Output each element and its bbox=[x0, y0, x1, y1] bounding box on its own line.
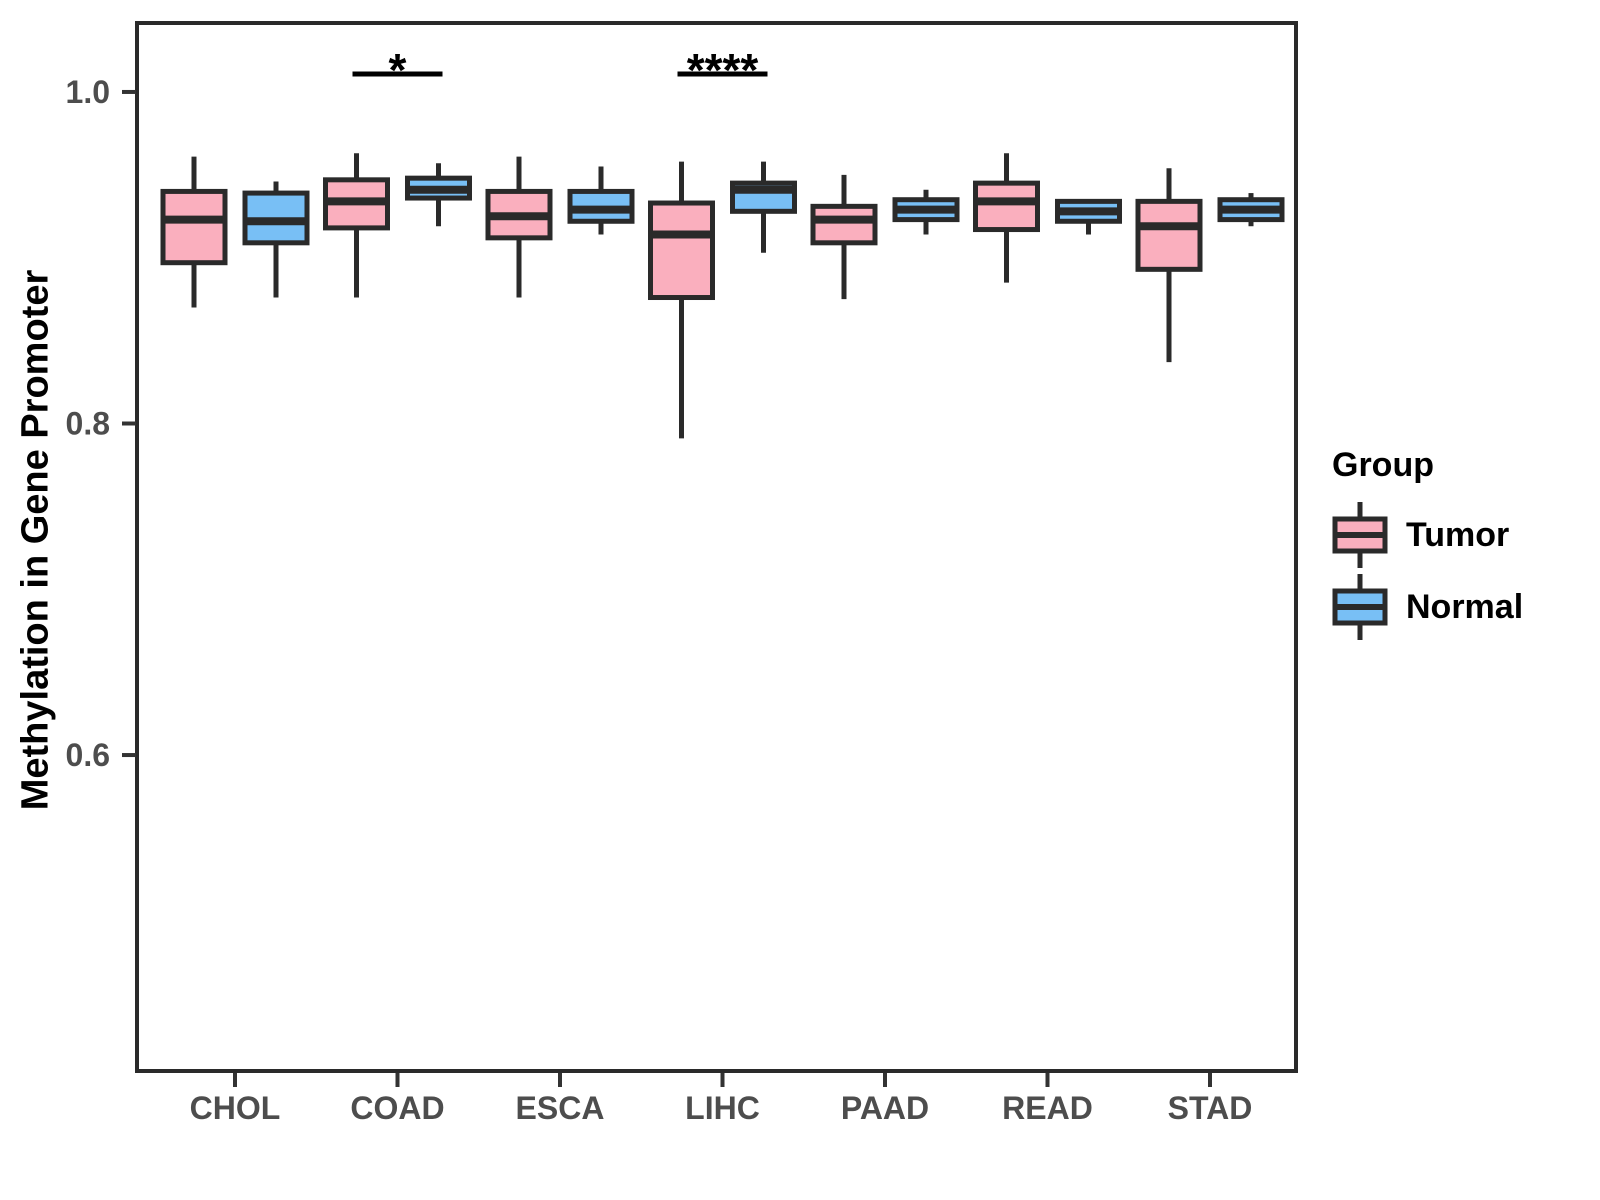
category-label-stad: STAD bbox=[1168, 1090, 1253, 1126]
y-tick-label: 0.6 bbox=[66, 737, 110, 773]
box-paad-tumor bbox=[810, 203, 878, 246]
category-label-chol: CHOL bbox=[190, 1090, 281, 1126]
legend-entry-normal: Normal bbox=[1332, 571, 1523, 643]
normal-boxplot-key-icon bbox=[1332, 574, 1388, 640]
box-chol-tumor bbox=[160, 188, 228, 266]
tumor-boxplot-key-icon bbox=[1332, 502, 1388, 568]
legend-label-normal: Normal bbox=[1406, 587, 1524, 626]
category-label-lihc: LIHC bbox=[685, 1090, 760, 1126]
significance-label-coad: * bbox=[389, 44, 407, 96]
legend-label-tumor: Tumor bbox=[1406, 515, 1510, 554]
legend-entry-tumor: Tumor bbox=[1332, 499, 1523, 571]
y-tick-label: 1.0 bbox=[66, 74, 110, 110]
panel-border bbox=[135, 21, 1298, 1073]
box-read-tumor bbox=[973, 180, 1040, 233]
category-label-coad: COAD bbox=[350, 1090, 444, 1126]
legend-title: Group bbox=[1332, 446, 1434, 484]
box-lihc-tumor bbox=[648, 200, 715, 301]
category-label-esca: ESCA bbox=[516, 1090, 605, 1126]
legend: Group Tumor Normal bbox=[1332, 446, 1523, 643]
y-tick-label: 0.8 bbox=[66, 406, 110, 442]
significance-label-lihc: **** bbox=[687, 44, 759, 96]
category-label-read: READ bbox=[1002, 1090, 1093, 1126]
box-stad-tumor bbox=[1135, 198, 1203, 272]
category-label-paad: PAAD bbox=[841, 1090, 929, 1126]
